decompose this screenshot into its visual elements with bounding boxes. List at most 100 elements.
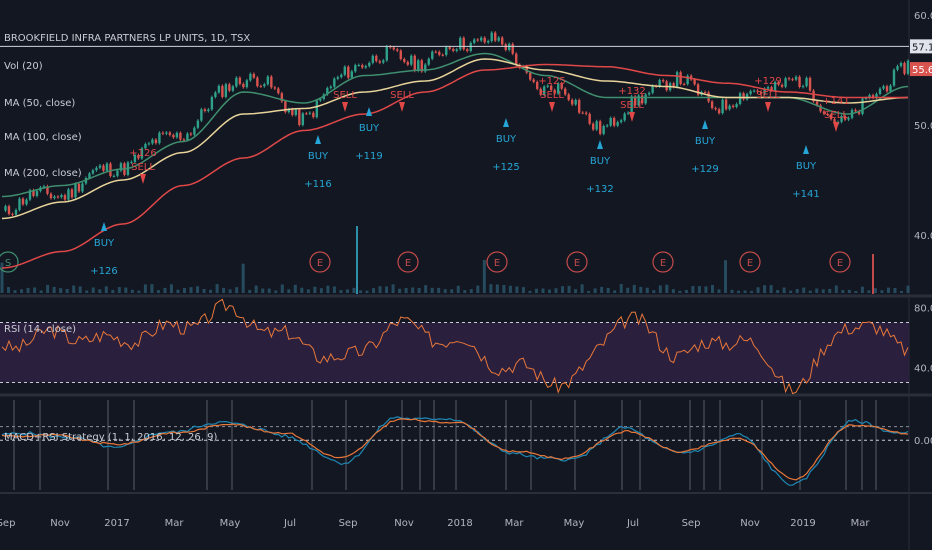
volume-bar (130, 289, 134, 293)
volume-bar (528, 290, 532, 293)
volume-bar (424, 285, 428, 293)
volume-bar (567, 285, 571, 293)
price-candle (570, 99, 574, 105)
volume-bar (235, 287, 239, 293)
price-candle (805, 77, 808, 87)
volume-bar (482, 259, 486, 293)
volume-bar (398, 288, 402, 293)
legend-vol: Vol (20) (4, 61, 43, 72)
volume-bar (385, 286, 389, 293)
last-price-value: 57.15 (912, 42, 932, 53)
volume-bar (802, 287, 806, 293)
volume-bar (834, 285, 838, 293)
price-candle (200, 109, 203, 121)
price-candle (256, 77, 259, 87)
buy-arrow (803, 145, 809, 154)
volume-bar (541, 288, 545, 293)
price-candle (892, 69, 896, 86)
volume-bar (202, 289, 206, 293)
volume-bar (691, 286, 695, 293)
price-candle (32, 190, 35, 196)
volume-bar (665, 284, 669, 293)
price-candle (291, 109, 294, 116)
price-candle (703, 92, 707, 94)
series-macd-signal (1, 418, 909, 481)
volume-bar (750, 290, 754, 293)
price-candle (147, 143, 151, 145)
volume-bar (39, 290, 43, 293)
price-candle (539, 88, 542, 95)
sell-label: SELL (390, 90, 414, 101)
volume-bar (841, 290, 845, 293)
time-axis-tick: Jul (626, 518, 639, 529)
price-candle (133, 154, 137, 162)
volume-bar (430, 287, 434, 293)
rsi-band (0, 322, 909, 383)
price-candle (490, 32, 493, 41)
price-candle (347, 66, 350, 78)
price-candle (826, 113, 829, 115)
price-candle (434, 51, 437, 53)
volume-bar (91, 287, 95, 293)
volume-bar (606, 287, 610, 293)
price-candle (626, 112, 630, 114)
volume-bar (489, 284, 493, 293)
price-candle (168, 132, 172, 135)
volume-bar (176, 289, 180, 293)
volume-bar (404, 287, 408, 293)
price-candle (249, 73, 252, 81)
volume-bar (143, 284, 147, 293)
price-candle (742, 93, 745, 100)
price-candle (4, 206, 7, 211)
price-candle (696, 84, 700, 95)
buy-value: +116 (304, 179, 331, 190)
price-candle (469, 42, 472, 51)
volume-bar (300, 287, 304, 293)
price-candle (878, 88, 882, 94)
price-candle (214, 92, 217, 97)
volume-bar (72, 285, 76, 293)
price-candle (871, 95, 875, 98)
sell-label: SELL (540, 90, 564, 101)
legend-ma100: MA (100, close) (4, 132, 82, 143)
price-candle (462, 37, 465, 50)
volume-bar (554, 288, 558, 293)
volume-bar (13, 290, 17, 293)
price-candle (511, 43, 514, 54)
price-candle (98, 165, 102, 168)
price-candle (819, 105, 822, 112)
volume-bar (332, 286, 336, 293)
price-candle (238, 77, 242, 84)
price-candle (595, 121, 598, 130)
price-candle (417, 60, 420, 71)
price-candle (616, 122, 619, 126)
buy-label: BUY (496, 134, 517, 145)
volume-bar (574, 289, 578, 293)
price-candle (165, 132, 168, 134)
price-candle (371, 55, 374, 63)
price-candle (140, 148, 144, 159)
sell-value: +129 (754, 76, 781, 87)
volume-bar (580, 284, 584, 293)
price-candle (375, 55, 378, 62)
volume-bar (880, 290, 884, 293)
volume-bar (254, 285, 258, 293)
volume-bar (860, 286, 864, 293)
price-candle (161, 132, 165, 134)
volume-bar (717, 289, 721, 293)
event-marker-label: E (747, 258, 753, 269)
price-candle (413, 55, 416, 71)
price-candle (270, 76, 273, 88)
volume-bar (469, 289, 473, 293)
price-candle (605, 125, 609, 127)
volume-bar (137, 290, 141, 293)
price-candle (109, 163, 112, 177)
sell-value: +125 (538, 76, 565, 87)
price-candle (312, 112, 315, 118)
price-candle (364, 66, 367, 68)
price-candle (847, 117, 850, 120)
volume-bar (287, 289, 291, 293)
price-candle (385, 46, 388, 61)
price-candle (899, 63, 903, 67)
buy-value: +126 (90, 266, 117, 277)
